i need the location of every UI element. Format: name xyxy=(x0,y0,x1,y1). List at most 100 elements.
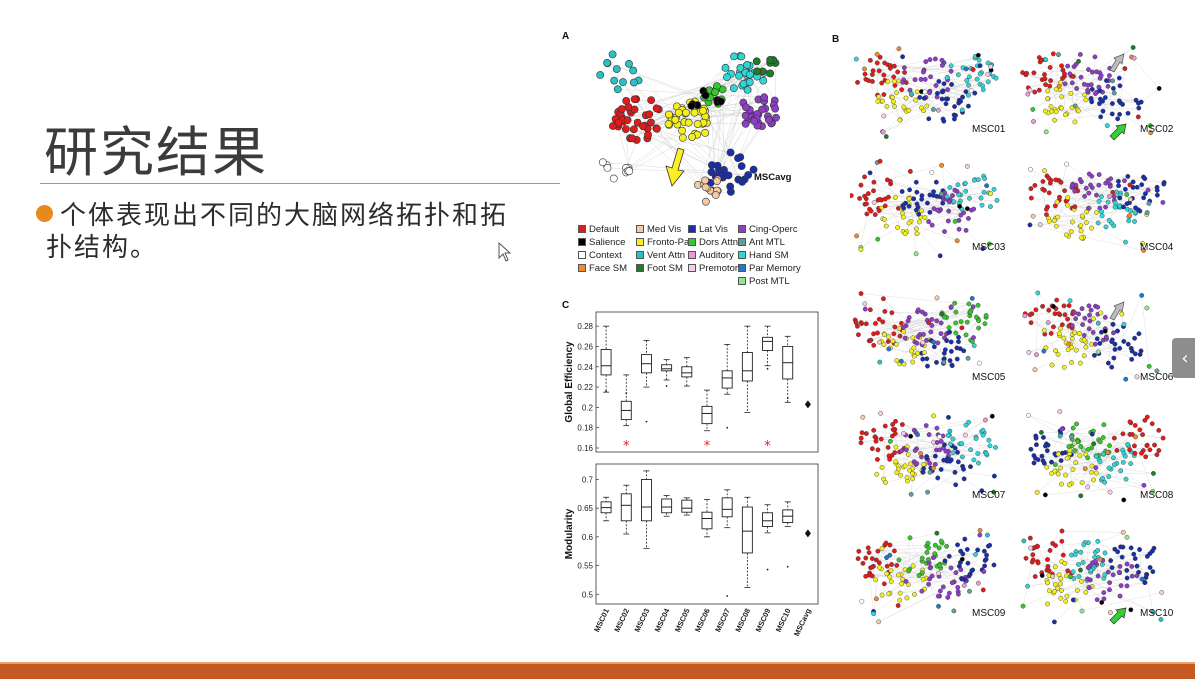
network-node xyxy=(1058,576,1064,582)
network-node xyxy=(928,329,934,335)
network-node xyxy=(952,300,958,306)
network-node xyxy=(921,95,927,101)
network-node xyxy=(1125,441,1130,447)
network-node xyxy=(1119,311,1125,317)
network-node xyxy=(871,179,877,185)
network-node xyxy=(941,350,947,356)
legend-swatch xyxy=(738,238,746,246)
network-node xyxy=(1097,556,1103,562)
network-node xyxy=(1070,425,1076,431)
network-node xyxy=(881,92,887,97)
subject-network xyxy=(1027,161,1167,253)
network-node xyxy=(941,81,947,87)
network-node xyxy=(959,107,965,113)
network-edge xyxy=(1040,224,1081,227)
network-node xyxy=(864,211,870,217)
network-node xyxy=(1097,439,1103,445)
network-node xyxy=(1078,443,1084,449)
x-tick-label: MSC07 xyxy=(713,607,732,633)
network-node xyxy=(988,64,993,70)
panel-a-label: MSCavg xyxy=(754,172,792,183)
network-node xyxy=(1151,545,1157,551)
network-node xyxy=(1044,206,1049,212)
network-node xyxy=(927,460,933,466)
network-node xyxy=(1060,76,1065,81)
network-node xyxy=(931,344,937,350)
network-node xyxy=(1078,223,1084,228)
side-panel-toggle[interactable]: ‹ xyxy=(1172,338,1195,378)
network-node xyxy=(862,301,868,307)
network-node xyxy=(1064,161,1070,167)
network-node xyxy=(738,177,747,186)
network-node xyxy=(596,71,605,79)
network-node xyxy=(1117,111,1123,117)
network-edge xyxy=(1095,444,1148,468)
y-tick-label: 0.5 xyxy=(582,590,594,599)
legend-swatch xyxy=(636,225,644,233)
network-edge xyxy=(873,567,880,612)
network-node xyxy=(1070,467,1076,472)
network-node xyxy=(1099,194,1104,199)
network-node xyxy=(867,307,873,313)
network-node xyxy=(687,101,696,110)
network-node xyxy=(1055,352,1061,357)
network-edge xyxy=(869,575,874,612)
network-node xyxy=(1095,573,1101,579)
network-edge xyxy=(883,76,994,133)
network-edge xyxy=(866,433,895,453)
network-edge xyxy=(929,562,961,580)
network-node xyxy=(1045,320,1051,325)
network-node xyxy=(860,414,866,420)
network-edge xyxy=(1034,91,1142,103)
network-node xyxy=(887,178,893,184)
network-node xyxy=(925,489,930,495)
network-node xyxy=(988,191,994,196)
network-node xyxy=(863,555,869,561)
legend-swatch xyxy=(578,251,586,259)
network-node xyxy=(858,182,864,188)
network-edge xyxy=(1047,90,1100,99)
legend-label: Auditory xyxy=(699,249,734,261)
network-node xyxy=(1095,538,1101,544)
network-edge xyxy=(626,100,705,185)
network-node xyxy=(1150,609,1156,615)
network-edge xyxy=(1091,472,1144,486)
network-node xyxy=(890,427,896,432)
network-node xyxy=(1144,414,1150,420)
network-node xyxy=(1146,363,1152,369)
network-node xyxy=(887,438,893,444)
bullet-dot-icon xyxy=(36,205,53,222)
network-node xyxy=(1085,455,1091,461)
network-node xyxy=(1081,542,1087,548)
network-node xyxy=(915,432,920,438)
network-node xyxy=(939,57,945,63)
network-node xyxy=(1125,341,1131,347)
legend-label: Dors Attn xyxy=(699,236,739,248)
network-edge xyxy=(1077,190,1113,193)
network-node xyxy=(652,104,661,113)
network-node xyxy=(873,577,878,583)
network-node xyxy=(1111,90,1117,96)
network-node xyxy=(985,79,991,85)
network-edge xyxy=(883,426,886,480)
network-node xyxy=(613,85,622,94)
y-tick-label: 0.18 xyxy=(577,424,593,433)
network-edge xyxy=(1049,221,1112,224)
network-node xyxy=(1097,459,1103,465)
network-node xyxy=(866,78,872,83)
network-node xyxy=(869,573,875,579)
network-node xyxy=(1034,543,1040,549)
average-marker xyxy=(804,400,811,409)
network-node xyxy=(603,163,612,172)
network-node xyxy=(964,78,970,83)
network-node xyxy=(1132,443,1137,449)
network-node xyxy=(903,579,909,584)
network-node xyxy=(1045,564,1051,569)
network-node xyxy=(1124,561,1130,567)
network-node xyxy=(929,317,935,322)
network-node xyxy=(897,333,903,339)
network-edge xyxy=(703,89,748,123)
arrow-icon xyxy=(1109,301,1125,321)
network-node xyxy=(938,320,944,326)
network-node xyxy=(639,122,647,131)
